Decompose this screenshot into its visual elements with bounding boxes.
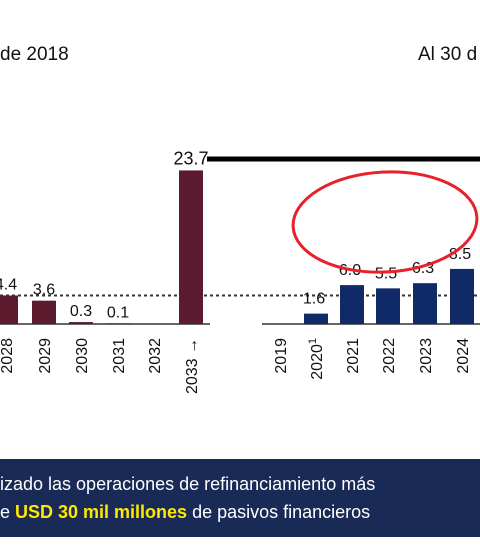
banner-line-2: e USD 30 mil millones de pasivos financi… [0,502,370,523]
left-tick-label-2028: 2028 [0,338,16,374]
left-tick-label-2030: 2030 [74,338,91,374]
banner-line-2-suffix: de pasivos financieros [187,502,371,522]
left-value-label-2029: 3.6 [33,282,55,299]
left-tick-label-2032: 2032 [147,338,164,374]
right-bar-2024 [450,268,474,324]
right-bar-2022 [376,288,400,324]
banner-line-2-prefix: e [0,502,16,522]
banner-line-1: izado las operaciones de refinanciamient… [0,474,376,494]
chart-right-header: Al 30 d [418,44,478,65]
left-bar-2030 [69,322,93,324]
right-value-label-2020: 1.6 [303,291,325,308]
banner-highlight-amount: USD 30 mil millones [15,502,188,522]
left-tick-label-2031: 2031 [111,338,128,374]
right-value-label-2024: 8.5 [449,246,471,263]
right-bar-2020 [304,313,328,324]
chart-left-header: de 2018 [0,44,69,65]
right-tick-label-2022: 2022 [381,338,398,374]
right-bar-2023 [413,283,437,324]
right-tick-label-2021: 2021 [345,338,362,374]
left-value-label-2031: 0.1 [107,304,129,321]
right-value-label-2022: 5.5 [375,265,397,282]
left-tick-label-2033: 2033 → [184,338,201,394]
left-bar-2029 [32,300,56,324]
bar-chart: 4.4 2028 3.6 2029 0.3 2030 0.1 2031 2032 23.7 2033… [0,148,480,394]
left-bar-2033 [179,170,203,324]
right-bar-2021 [340,285,364,324]
left-value-label-2030: 0.3 [70,303,92,320]
left-value-label-2028: 4.4 [0,276,17,293]
left-tick-label-2029: 2029 [37,338,54,374]
right-tick-label-2023: 2023 [418,338,435,374]
left-value-label-2033: 23.7 [173,148,208,168]
highlight-ellipse [291,170,479,274]
left-bar-2028 [0,295,18,324]
right-tick-label-2020: 20201 [307,338,326,380]
right-tick-label-2019: 2019 [273,338,290,374]
right-tick-label-2024: 2024 [455,338,472,374]
summary-banner: izado las operaciones de refinanciamient… [0,459,480,537]
left-bar-2031 [106,323,130,324]
